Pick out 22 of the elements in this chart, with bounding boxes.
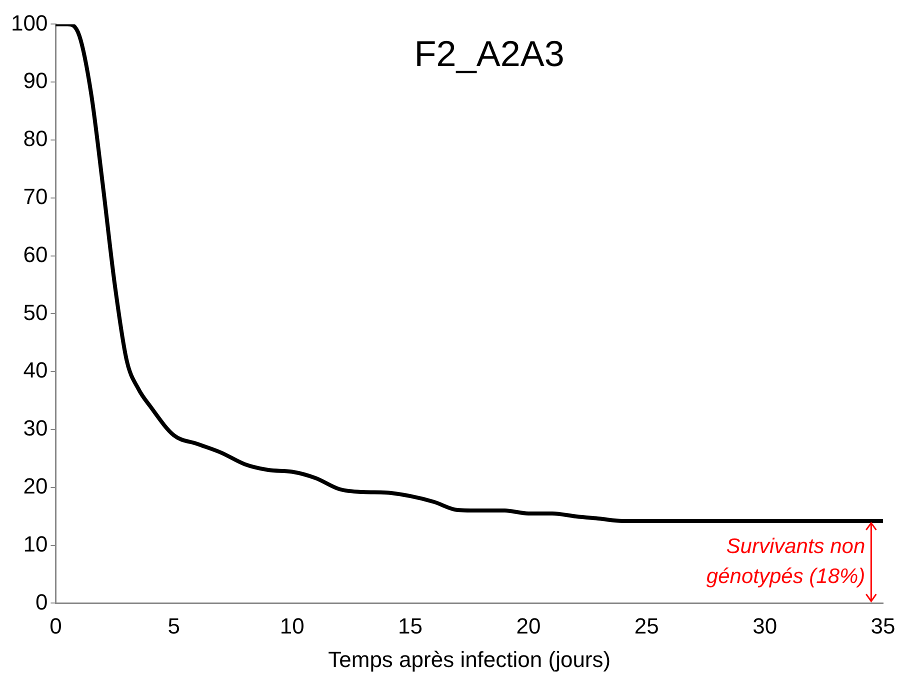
y-tick-label: 30 [23,416,48,441]
x-axis-title: Temps après infection (jours) [328,646,611,672]
x-tick-label: 10 [280,613,304,638]
y-tick-label: 100 [10,10,48,36]
x-tick-label: 15 [398,613,423,638]
y-tick-label: 50 [23,300,48,325]
y-tick-label: 80 [23,126,48,152]
y-tick-label: 0 [35,589,48,614]
chart-title: F2_A2A3 [414,33,564,74]
x-tick-label: 30 [752,613,778,638]
x-tick-label: 5 [168,613,180,638]
y-tick-label: 20 [23,473,48,498]
y-tick-label: 70 [23,184,48,209]
y-tick-label: 40 [23,358,48,383]
y-tick-label: 90 [23,68,48,94]
y-tick-label: 60 [23,242,48,267]
x-tick-label: 25 [634,613,659,638]
line-series [56,24,883,523]
annotation: Survivants non génotypés (18%) [706,534,866,588]
y-tick-label: 10 [23,531,48,556]
x-tick-label: 35 [870,613,896,638]
x-tick-label: 20 [516,613,541,638]
